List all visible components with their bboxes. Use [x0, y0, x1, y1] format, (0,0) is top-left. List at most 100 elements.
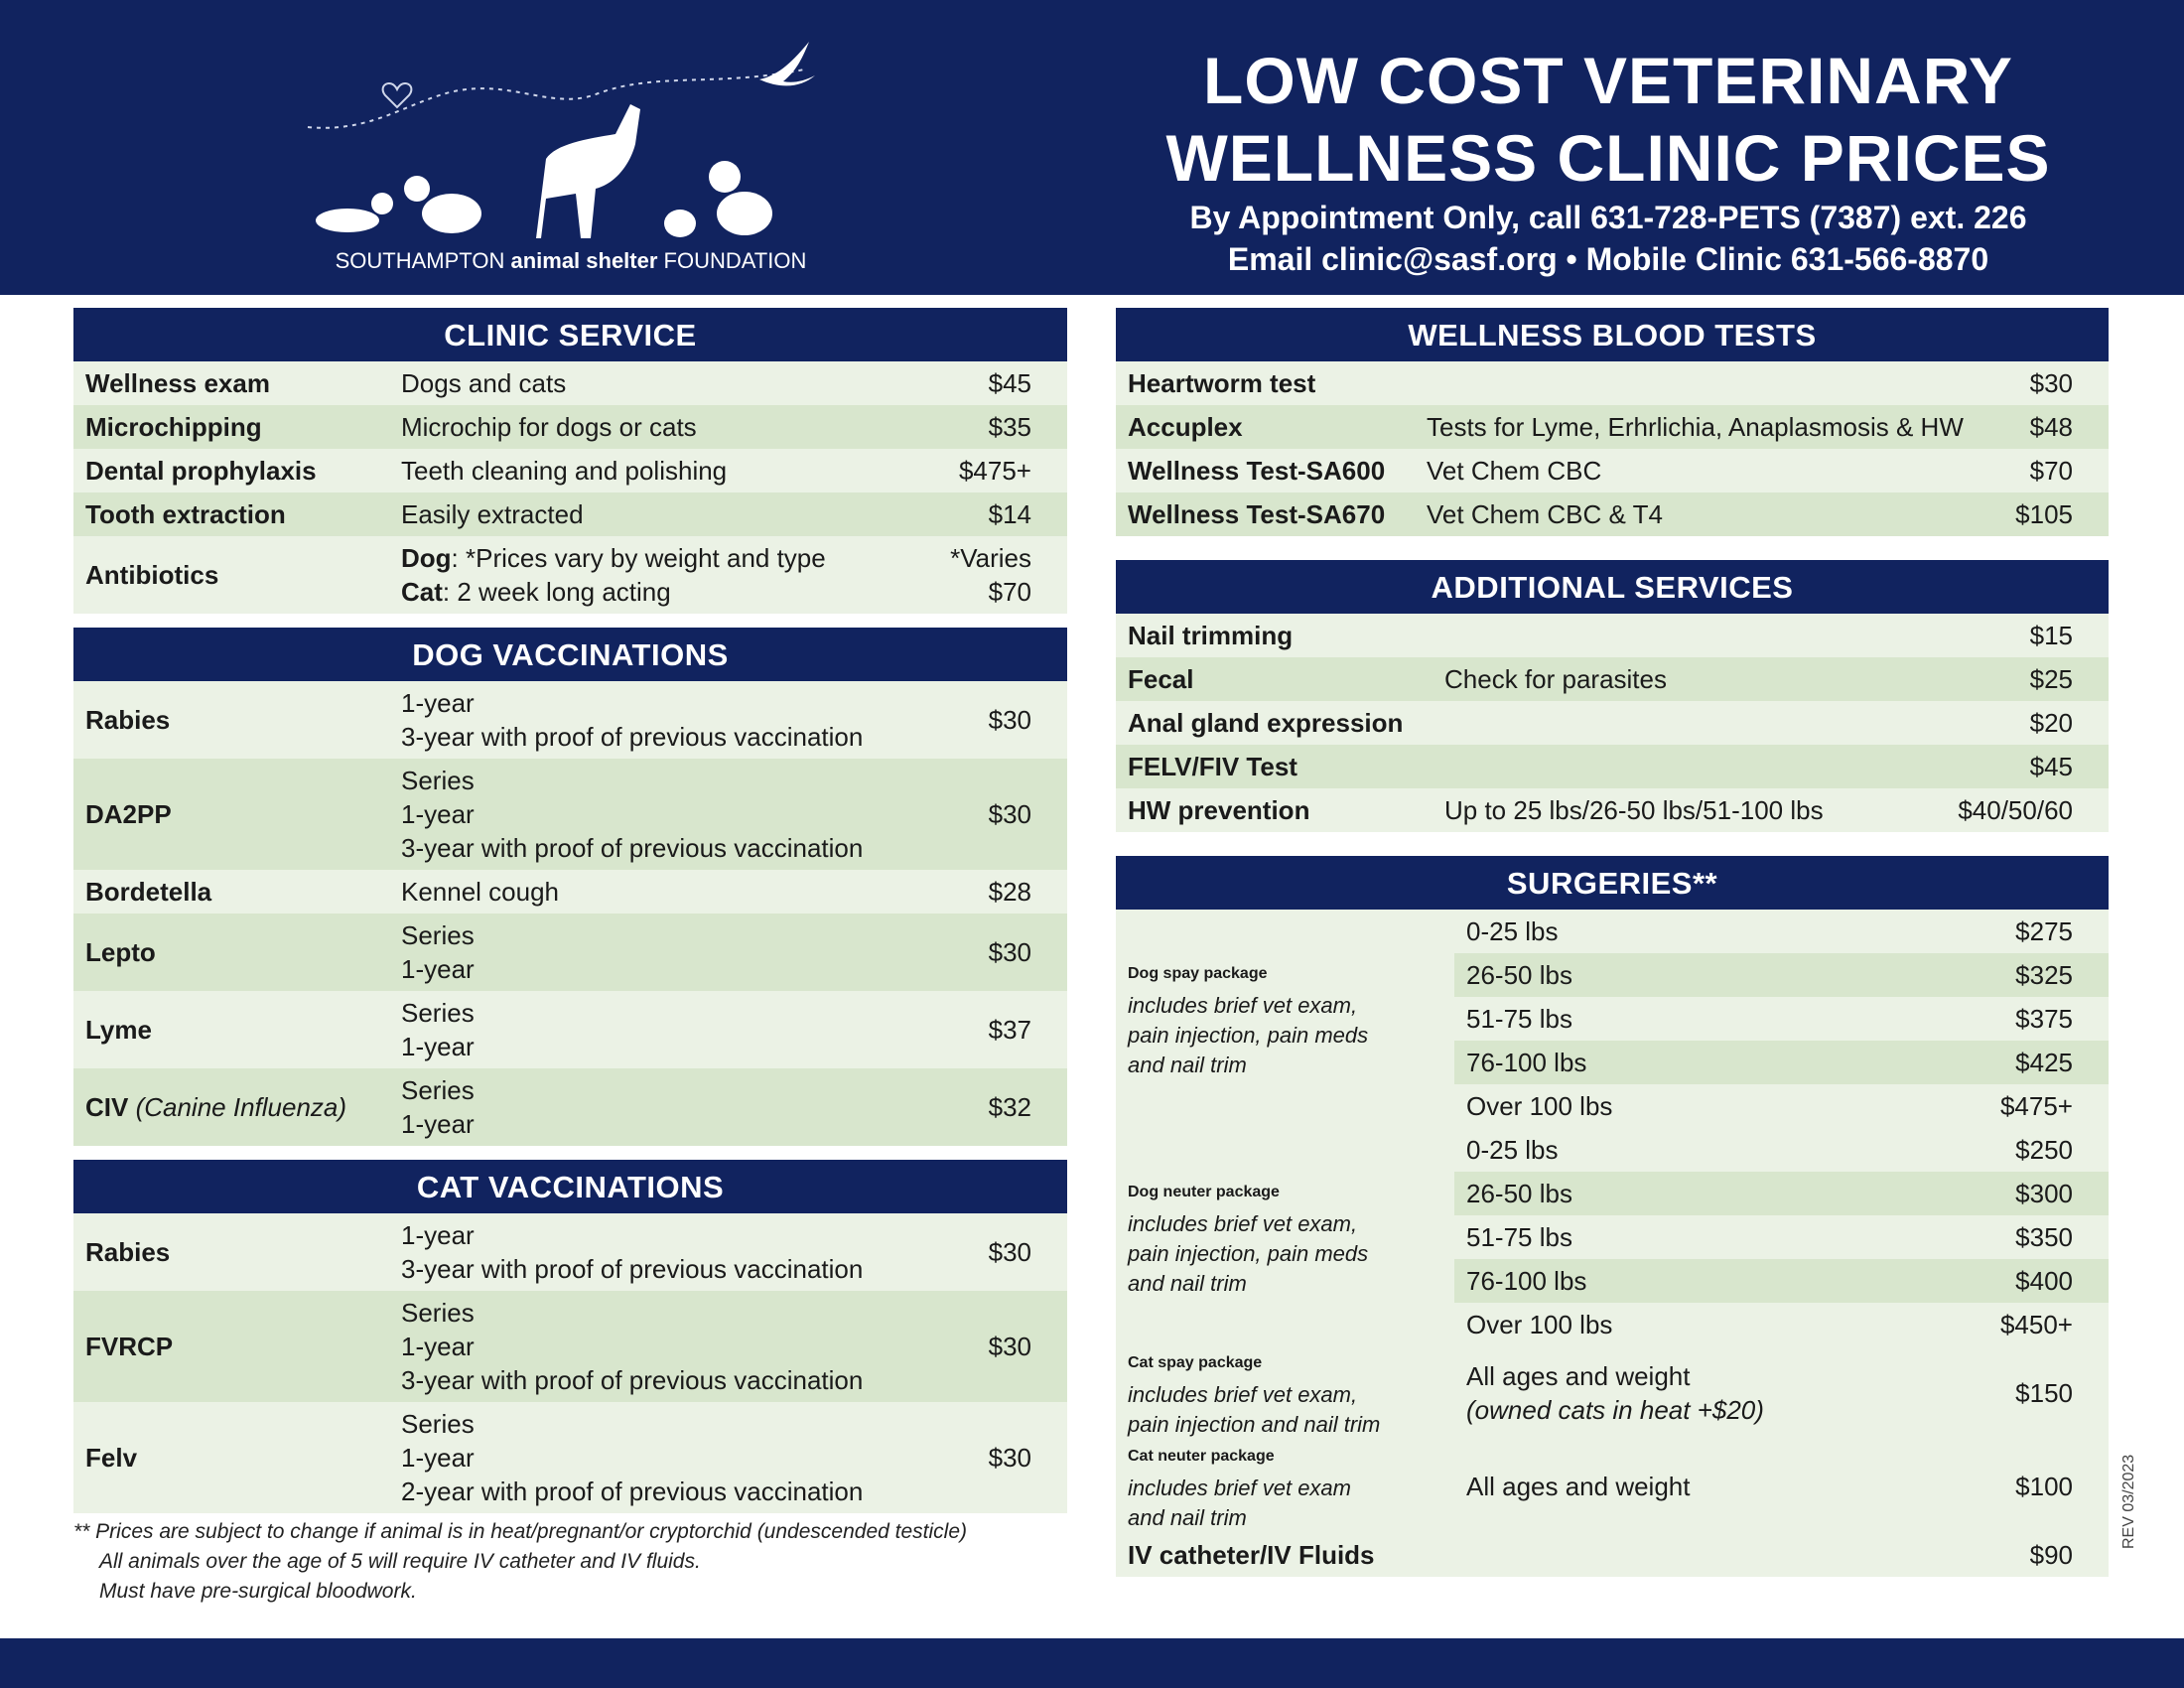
option-row: 0-25 lbs $250 [1454, 1128, 2109, 1172]
option-row: 26-50 lbs $325 [1454, 953, 2109, 997]
row: Lyme Series 1-year $37 [73, 991, 1067, 1068]
option-weight: 26-50 lbs [1466, 959, 1572, 990]
price: $100 [2015, 1471, 2073, 1501]
row: Rabies 1-year 3-year with proof of previou… [73, 681, 1067, 759]
surgery-group: Cat spay package includes brief vet exam,… [1116, 1346, 2109, 1440]
section: WELLNESS BLOOD TESTS Heartworm test $30 Acc… [1116, 308, 2109, 536]
option-price: $250 [2015, 1134, 2073, 1165]
price-line: $45 [2029, 752, 2073, 781]
item-name-text: Felv [85, 1443, 138, 1473]
footnote-line: ** Prices are subject to change if anima… [73, 1520, 967, 1543]
item-name: Heartworm test [1128, 366, 1427, 400]
section-body: Rabies 1-year 3-year with proof of previou… [73, 681, 1067, 1146]
desc-line: 3-year with proof of previous vaccinatio… [401, 1365, 864, 1395]
desc-line: Series [401, 998, 475, 1028]
price: $37 [989, 1013, 1031, 1047]
price-line: $45 [988, 368, 1031, 398]
desc-italic: (owned cats in heat +$20) [1466, 1395, 1764, 1425]
desc-line: Easily extracted [401, 499, 584, 529]
desc: Vet Chem CBC [1427, 454, 2030, 488]
desc-line: Kennel cough [401, 877, 560, 907]
desc-line: 1-year [401, 1109, 475, 1139]
desc-line: 1-year [401, 688, 475, 718]
price: $30 [989, 1441, 1031, 1475]
option-price: $325 [2015, 959, 2073, 990]
row: FVRCP Series 1-year 3-year with proof of pr… [73, 1291, 1067, 1402]
group-label: Cat spay package includes brief vet exam,… [1116, 1346, 1454, 1440]
row: Heartworm test $30 [1116, 361, 2109, 405]
option-price: $475+ [1999, 1090, 2073, 1121]
price: $45 [989, 366, 1031, 400]
row: DA2PP Series 1-year 3-year with proof of pr… [73, 759, 1067, 870]
desc: Tests for Lyme, Erhrlichia, Anaplasmosis… [1427, 410, 2030, 444]
price-line: $30 [2029, 368, 2073, 398]
desc: Dogs and cats [401, 366, 989, 400]
left-column: CLINIC SERVICE Wellness exam Dogs and cats… [73, 308, 1067, 1527]
price: $15 [2030, 619, 2073, 652]
row: Bordetella Kennel cough $28 [73, 870, 1067, 914]
row: Microchipping Microchip for dogs or cats $… [73, 405, 1067, 449]
desc: Check for parasites [1444, 662, 2030, 696]
desc-line: Series [401, 1298, 475, 1328]
desc-line: Check for parasites [1444, 664, 1667, 694]
group-note: includes brief vet exam, [1128, 1382, 1358, 1407]
group-note: pain injection and nail trim [1128, 1412, 1381, 1437]
price: $48 [2030, 410, 2073, 444]
price-line: $30 [988, 799, 1031, 829]
desc: All ages and weight (owned cats in heat +… [1466, 1359, 2015, 1427]
desc: Series 1-year [401, 996, 989, 1063]
section-header: SURGERIES** [1116, 856, 2109, 910]
price: $25 [2030, 662, 2073, 696]
item-name: Wellness Test-SA600 [1128, 454, 1427, 488]
desc-label: Cat [401, 577, 443, 607]
price: *Varies $70 [950, 541, 1031, 609]
group-label: Dog neuter package includes brief vet exa… [1116, 1128, 1454, 1346]
option-price: $425 [2015, 1047, 2073, 1077]
price: $30 [989, 1330, 1031, 1363]
item-name-text: Lepto [85, 937, 156, 967]
item-name: FVRCP [85, 1330, 401, 1363]
desc: Microchip for dogs or cats [401, 410, 989, 444]
title-line: WELLNESS CLINIC PRICES [1165, 121, 2051, 195]
row: Accuplex Tests for Lyme, Erhrlichia, Anap… [1116, 405, 2109, 449]
option-weight: 76-100 lbs [1466, 1265, 1587, 1296]
group-options: 0-25 lbs $275 26-50 lbs $325 51-75 lbs $375 76… [1454, 910, 2109, 1128]
group-name: Cat spay package [1128, 1354, 1263, 1371]
section-header: DOG VACCINATIONS [73, 628, 1067, 681]
footnote-line: Must have pre-surgical bloodwork. [99, 1580, 417, 1603]
option-weight: Over 100 lbs [1466, 1090, 1613, 1121]
item-name: HW prevention [1128, 793, 1444, 827]
desc: Dog: *Prices vary by weight and type Cat:… [401, 541, 950, 609]
price: $30 [989, 935, 1031, 969]
group-note: and nail trim [1128, 1271, 1247, 1296]
item-name-text: DA2PP [85, 799, 172, 829]
price-line: $25 [2029, 664, 2073, 694]
option-price: $450+ [1999, 1309, 2073, 1339]
desc-line: 1-year [401, 799, 475, 829]
option-price: $300 [2015, 1178, 2073, 1208]
row: Wellness exam Dogs and cats $45 [73, 361, 1067, 405]
desc-line: 3-year with proof of previous vaccinatio… [401, 722, 864, 752]
option-row: Over 100 lbs $475+ [1454, 1084, 2109, 1128]
desc-line: 1-year [401, 1032, 475, 1061]
surgery-group: Dog neuter package includes brief vet exa… [1116, 1128, 2109, 1346]
group-label: Dog spay package includes brief vet exam,… [1116, 910, 1454, 1128]
footer-band [0, 1638, 2184, 1688]
group-options: All ages and weight $100 [1454, 1440, 2109, 1533]
desc-line: Teeth cleaning and polishing [401, 456, 728, 486]
item-name: Felv [85, 1441, 401, 1475]
desc: Series 1-year 2-year with proof of previou… [401, 1407, 989, 1508]
title-line: LOW COST VETERINARY [1203, 44, 2013, 117]
row: Fecal Check for parasites $25 [1116, 657, 2109, 701]
desc: Up to 25 lbs/26-50 lbs/51-100 lbs [1444, 793, 1958, 827]
price-line: $70 [2029, 456, 2073, 486]
item-name-text: Anal gland expression [1128, 708, 1404, 738]
desc: 1-year 3-year with proof of previous vacc… [401, 686, 989, 754]
option-weight: 0-25 lbs [1466, 1134, 1559, 1165]
row: Dental prophylaxis Teeth cleaning and pol… [73, 449, 1067, 492]
contact-line: Email clinic@sasf.org • Mobile Clinic 63… [1227, 241, 1989, 277]
desc: Series 1-year [401, 918, 989, 986]
item-name: Wellness exam [85, 366, 401, 400]
desc-line: Dogs and cats [401, 368, 567, 398]
item-name-italic: (Canine Influenza) [135, 1092, 347, 1122]
